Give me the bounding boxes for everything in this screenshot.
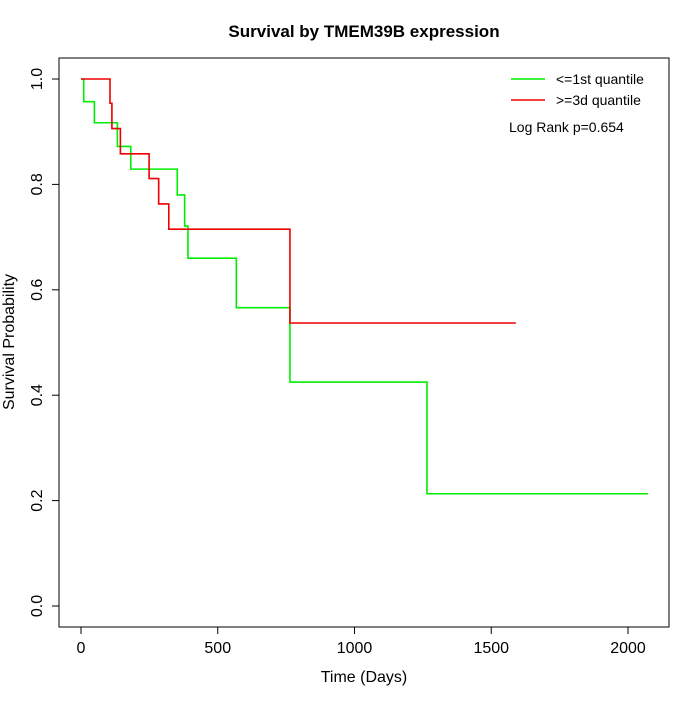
legend-label: >=3d quantile bbox=[556, 92, 641, 108]
x-tick-label: 2000 bbox=[610, 640, 646, 657]
y-tick-label: 0.2 bbox=[29, 489, 46, 511]
chart-title: Survival by TMEM39B expression bbox=[228, 22, 499, 41]
y-tick-label: 0.4 bbox=[29, 384, 46, 406]
x-tick-label: 1000 bbox=[337, 640, 373, 657]
y-tick-label: 0.6 bbox=[29, 279, 46, 301]
legend-label: <=1st quantile bbox=[556, 71, 644, 87]
survival-curve-1 bbox=[81, 78, 648, 495]
x-axis-label: Time (Days) bbox=[321, 669, 408, 686]
y-tick-label: 0.0 bbox=[29, 595, 46, 617]
x-tick-label: 1500 bbox=[473, 640, 509, 657]
y-axis-label: Survival Probability bbox=[1, 274, 18, 410]
y-tick-label: 1.0 bbox=[29, 68, 46, 90]
survival-curve-2 bbox=[81, 78, 516, 324]
legend: <=1st quantile >=3d quantile bbox=[511, 71, 644, 108]
plot-frame bbox=[58, 57, 670, 628]
y-tick-label: 0.8 bbox=[29, 173, 46, 195]
x-tick-label: 500 bbox=[204, 640, 231, 657]
log-rank-annotation: Log Rank p=0.654 bbox=[509, 119, 624, 135]
x-tick-label: 0 bbox=[77, 640, 86, 657]
